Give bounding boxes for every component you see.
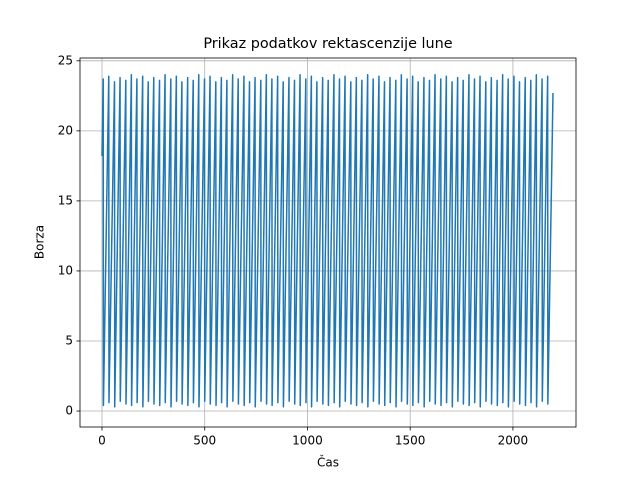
y-axis-label: Borza (33, 225, 47, 259)
x-tick-label: 2000 (498, 434, 529, 448)
y-tick-label: 25 (58, 53, 73, 67)
y-tick-label: 5 (65, 333, 73, 347)
x-axis-label: Čas (317, 455, 339, 470)
plot-frame (79, 57, 577, 428)
y-tick-label: 20 (58, 123, 73, 137)
chart-title: Prikaz podatkov rektascenzije lune (203, 36, 452, 52)
x-tick-label: 1500 (395, 434, 426, 448)
x-tick-label: 0 (98, 434, 106, 448)
data-line (101, 74, 554, 408)
y-tick-label: 10 (58, 263, 73, 277)
x-tick-label: 500 (193, 434, 216, 448)
x-tick-label: 1000 (292, 434, 323, 448)
y-tick-label: 0 (65, 404, 73, 418)
y-tick-label: 15 (58, 193, 73, 207)
